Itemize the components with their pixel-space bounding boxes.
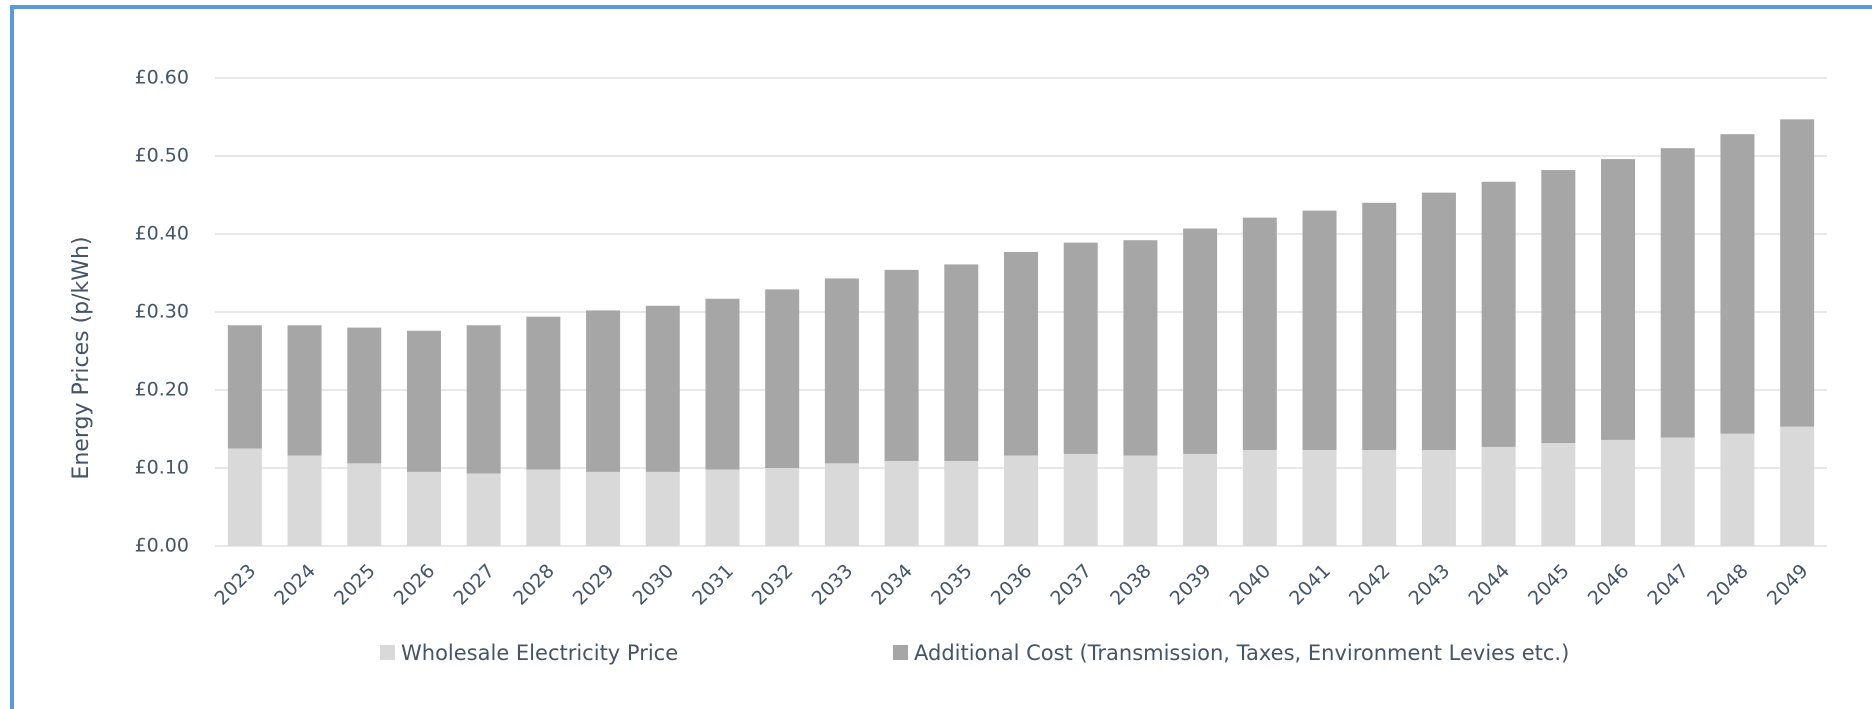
bar-segment bbox=[406, 471, 441, 546]
bar-segment bbox=[287, 325, 322, 456]
bar-segment bbox=[1183, 453, 1218, 546]
x-tick-label: 2048 bbox=[1703, 560, 1753, 610]
x-tick-label: 2037 bbox=[1046, 560, 1096, 610]
bar-segment bbox=[1183, 228, 1218, 454]
x-tick-label: 2031 bbox=[688, 560, 738, 610]
x-tick-label: 2027 bbox=[449, 560, 499, 610]
x-tick-label: 2032 bbox=[748, 560, 798, 610]
bar-segment bbox=[884, 269, 919, 461]
bar-segment bbox=[1720, 134, 1755, 434]
bar-segment bbox=[586, 310, 621, 472]
bar-segment bbox=[1780, 119, 1815, 427]
legend-label: Wholesale Electricity Price bbox=[401, 641, 678, 665]
x-tick-label: 2038 bbox=[1106, 560, 1156, 610]
bar-segment bbox=[1063, 453, 1098, 546]
x-tick-label: 2036 bbox=[987, 560, 1037, 610]
bar-segment bbox=[406, 330, 441, 472]
bar-segment bbox=[1242, 450, 1277, 546]
x-tick-label: 2024 bbox=[270, 560, 320, 610]
bar-segment bbox=[1123, 455, 1158, 546]
x-tick-label: 2029 bbox=[569, 560, 619, 610]
bar-segment bbox=[705, 469, 740, 546]
bar-segment bbox=[1720, 433, 1755, 546]
bar-segment bbox=[1362, 202, 1397, 451]
x-tick-label: 2028 bbox=[509, 560, 559, 610]
y-tick-label: £0.50 bbox=[135, 145, 189, 167]
y-tick-label: £0.10 bbox=[135, 457, 189, 479]
bar-segment bbox=[1541, 170, 1576, 444]
bar-segment bbox=[824, 278, 859, 464]
y-axis-label: Energy Prices (p/kWh) bbox=[69, 236, 94, 479]
bar-segment bbox=[347, 327, 382, 464]
bar-segment bbox=[645, 305, 680, 472]
bar-segment bbox=[1123, 240, 1158, 456]
bar-segment bbox=[1302, 450, 1337, 546]
bar-segment bbox=[1780, 426, 1815, 546]
x-tick-label: 2025 bbox=[330, 560, 380, 610]
y-tick-label: £0.00 bbox=[135, 535, 189, 557]
x-tick-label: 2033 bbox=[808, 560, 858, 610]
bar-segment bbox=[1004, 251, 1038, 456]
bar-segment bbox=[586, 471, 621, 546]
x-tick-label: 2047 bbox=[1643, 560, 1693, 610]
bar-segment bbox=[227, 448, 262, 546]
bar-segment bbox=[944, 460, 979, 546]
x-tick-label: 2039 bbox=[1166, 560, 1216, 610]
bar-segment bbox=[645, 471, 680, 546]
x-tick-label: 2044 bbox=[1464, 560, 1514, 610]
bar-segment bbox=[1541, 443, 1576, 546]
bar-segment bbox=[466, 325, 501, 474]
legend-label: Additional Cost (Transmission, Taxes, En… bbox=[914, 641, 1569, 665]
bar-segment bbox=[944, 264, 979, 461]
bar-segment bbox=[765, 468, 800, 546]
legend-swatch bbox=[380, 645, 395, 660]
x-tick-label: 2026 bbox=[390, 560, 440, 610]
x-tick-label: 2042 bbox=[1345, 560, 1395, 610]
bar-segment bbox=[526, 469, 561, 546]
x-tick-label: 2035 bbox=[927, 560, 977, 610]
bar-segment bbox=[1302, 210, 1337, 451]
y-tick-label: £0.40 bbox=[135, 223, 189, 245]
bar-segment bbox=[287, 455, 322, 546]
bar-segment bbox=[824, 463, 859, 546]
x-tick-label: 2023 bbox=[211, 560, 261, 610]
bar-segment bbox=[765, 289, 800, 468]
bar-segment bbox=[1601, 439, 1636, 546]
bar-segment bbox=[1421, 192, 1456, 451]
x-tick-label: 2046 bbox=[1584, 560, 1634, 610]
bar-segment bbox=[466, 473, 501, 546]
bar-segment bbox=[526, 316, 561, 470]
bar-segment bbox=[1421, 450, 1456, 546]
y-tick-label: £0.30 bbox=[135, 301, 189, 323]
bar-segment bbox=[1063, 242, 1098, 454]
bar-segment bbox=[1660, 437, 1695, 546]
x-tick-label: 2040 bbox=[1225, 560, 1275, 610]
y-tick-label: £0.20 bbox=[135, 379, 189, 401]
x-tick-label: 2041 bbox=[1285, 560, 1335, 610]
bar-segment bbox=[705, 298, 740, 470]
bar-segment bbox=[347, 463, 382, 546]
x-tick-label: 2045 bbox=[1524, 560, 1574, 610]
bar-segment bbox=[1660, 148, 1695, 438]
bar-segment bbox=[227, 325, 262, 449]
bar-segment bbox=[1481, 181, 1516, 447]
bar-segment bbox=[1601, 159, 1636, 440]
frame bbox=[10, 5, 1872, 709]
x-tick-label: 2043 bbox=[1405, 560, 1455, 610]
bar-segment bbox=[1242, 217, 1277, 451]
bar-segment bbox=[884, 460, 919, 546]
legend-swatch bbox=[893, 645, 908, 660]
x-tick-label: 2049 bbox=[1763, 560, 1813, 610]
bar-segment bbox=[1481, 446, 1516, 546]
y-tick-label: £0.60 bbox=[135, 67, 189, 89]
bar-segment bbox=[1004, 455, 1038, 546]
x-tick-label: 2034 bbox=[867, 560, 917, 610]
bar-segment bbox=[1362, 450, 1397, 546]
x-tick-label: 2030 bbox=[628, 560, 678, 610]
